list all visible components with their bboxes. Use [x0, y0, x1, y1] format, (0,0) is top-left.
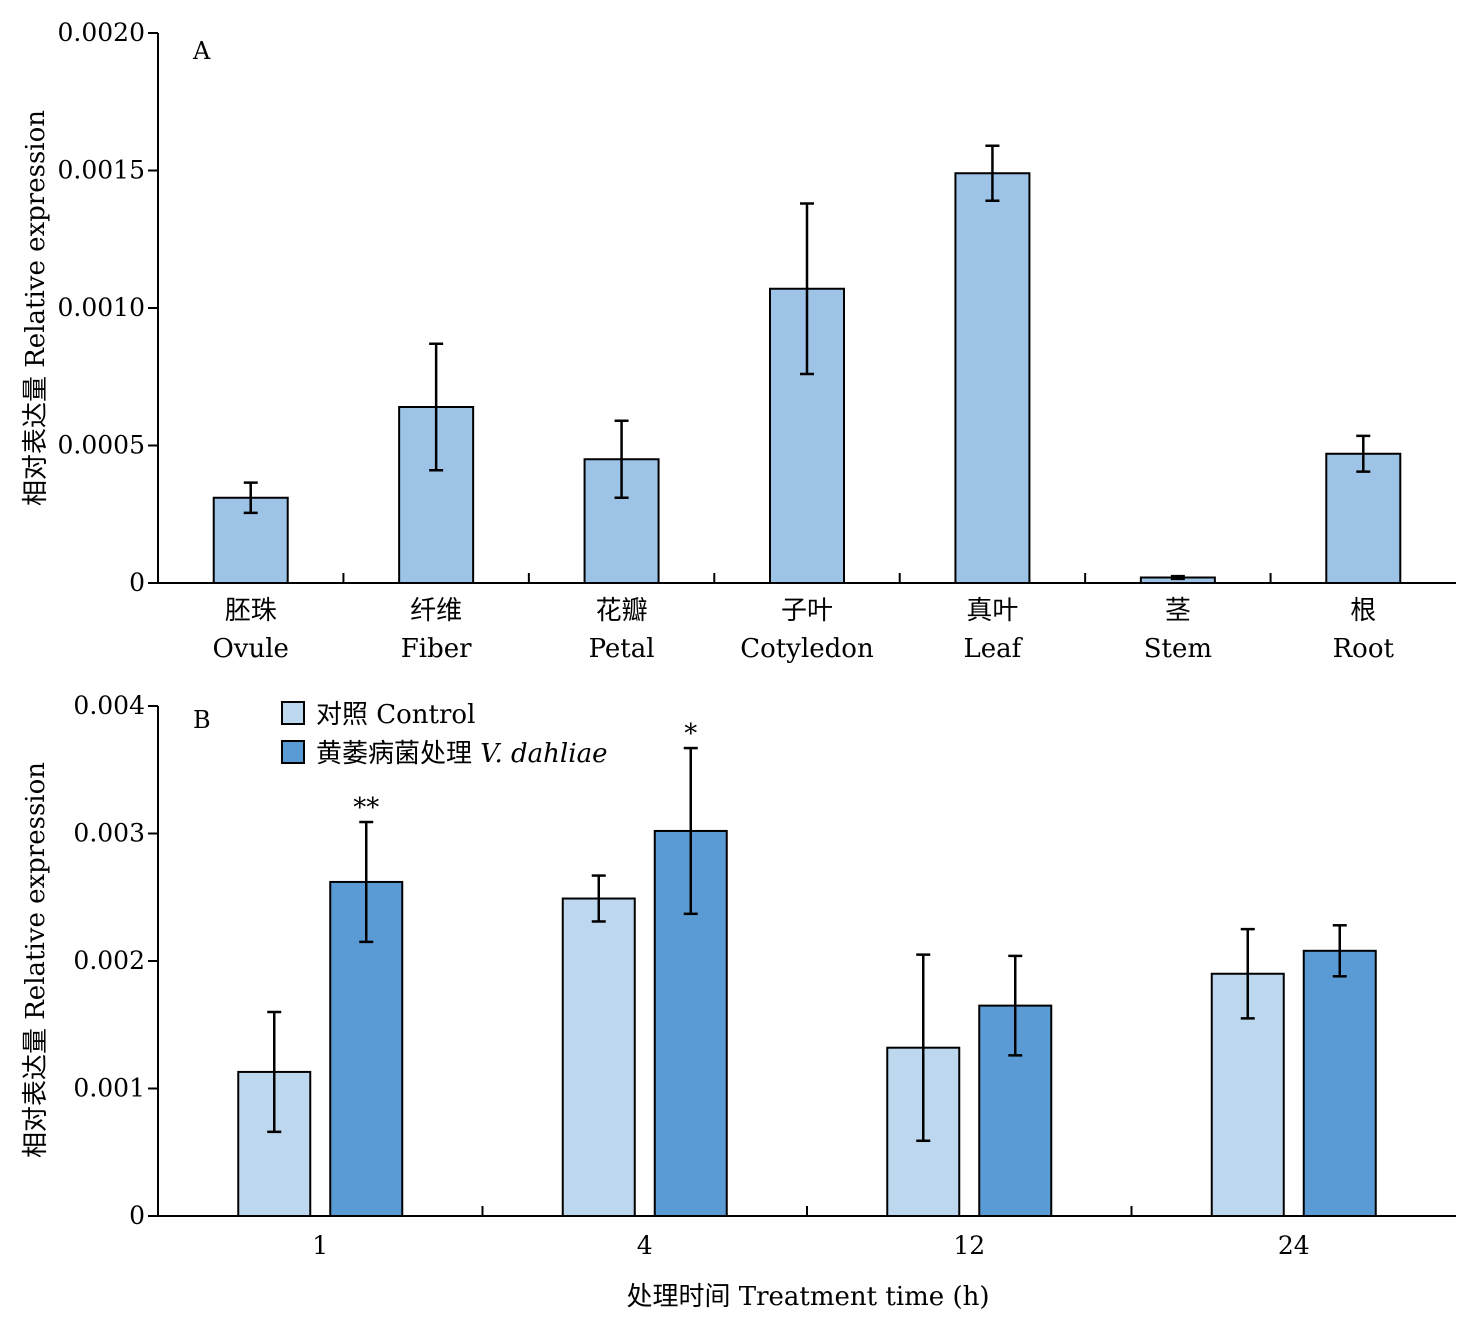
category-label-en: Petal: [589, 634, 655, 664]
y-tick-label: 0.003: [73, 819, 145, 848]
panel-b-chart: B 相对表达量 Relative expression 处理时间 Treatme…: [21, 691, 1456, 1312]
y-tick-label: 0.0010: [58, 293, 145, 322]
category-label-zh: 根: [1350, 596, 1376, 626]
y-tick-label: 0.0015: [58, 156, 145, 185]
bar-root: [1325, 452, 1402, 584]
legend-swatch-v-dahliae: [281, 740, 305, 764]
panel-b-y-axis-title: 相对表达量 Relative expression: [21, 762, 51, 1158]
category-label-zh: 茎: [1165, 596, 1191, 626]
y-tick-label: 0.0020: [58, 18, 145, 47]
x-tick-label: 12: [953, 1231, 985, 1260]
y-tick-label: 0: [129, 568, 145, 597]
y-tick-label: 0.002: [73, 946, 145, 975]
category-label-en: Stem: [1144, 634, 1212, 664]
category-label-en: Fiber: [401, 634, 472, 664]
category-label-zh: 子叶: [781, 596, 833, 626]
y-tick-label: 0: [129, 1201, 145, 1230]
bar-control-4h: [561, 897, 636, 1218]
category-label-en: Cotyledon: [740, 634, 874, 664]
x-tick-label: 4: [637, 1231, 653, 1260]
bar-leaf: [954, 172, 1031, 584]
legend-label-v-dahliae: 黄萎病菌处理 V. dahliae: [316, 739, 607, 769]
significance-marker: **: [353, 793, 379, 823]
panel-a-y-axis-title: 相对表达量 Relative expression: [21, 110, 51, 506]
category-label-zh: 真叶: [966, 596, 1018, 626]
category-label-en: Leaf: [964, 634, 1024, 664]
category-label-zh: 胚珠: [225, 596, 277, 626]
x-tick-label: 24: [1278, 1231, 1310, 1260]
panel-b-x-axis-title: 处理时间 Treatment time (h): [627, 1282, 990, 1312]
category-label-zh: 纤维: [410, 596, 462, 626]
panel-a-chart: A 相对表达量 Relative expression 0 0.0005 0.001…: [21, 18, 1456, 664]
y-tick-label: 0.004: [73, 691, 145, 720]
significance-marker: *: [684, 719, 697, 749]
legend-label-v-dahliae-species: V. dahliae: [480, 739, 607, 769]
y-tick-label: 0.001: [73, 1074, 145, 1103]
category-label-en: Root: [1333, 634, 1395, 664]
panel-a-label: A: [192, 37, 211, 65]
bar-v-dahliae-24h: [1302, 949, 1377, 1217]
y-tick-label: 0.0005: [58, 431, 145, 460]
legend: 对照 Control 黄萎病菌处理 V. dahliae: [281, 700, 607, 769]
x-tick-label: 1: [312, 1231, 328, 1260]
legend-label-v-dahliae-prefix: 黄萎病菌处理: [316, 739, 472, 769]
legend-swatch-control: [281, 701, 305, 725]
legend-label-control: 对照 Control: [316, 700, 475, 730]
category-label-en: Ovule: [212, 634, 288, 664]
bar-ovule: [212, 496, 289, 584]
category-label-zh: 花瓣: [596, 596, 648, 626]
panel-b-label: B: [193, 706, 211, 734]
